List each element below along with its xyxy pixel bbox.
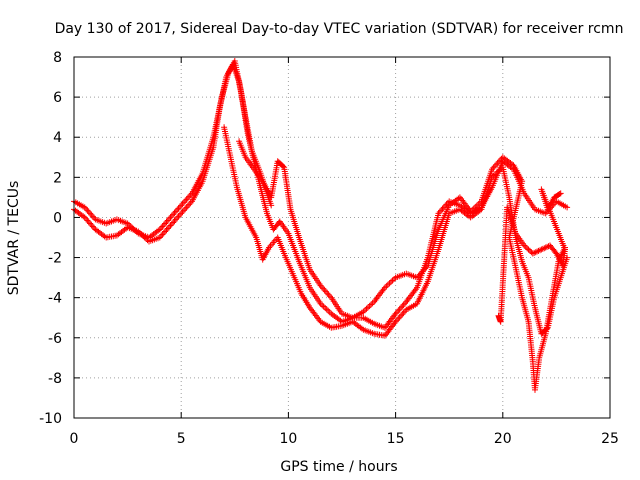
y-tick-label: -2: [48, 251, 62, 267]
y-tick-label: 8: [53, 50, 62, 66]
chart-title: Day 130 of 2017, Sidereal Day-to-day VTE…: [55, 21, 624, 37]
y-axis: -10 -8 -6 -4 -2 0 2 4 6 8: [39, 50, 610, 427]
data-point-marks: [71, 58, 571, 331]
data-marks: [71, 58, 571, 393]
x-tick-label: 10: [279, 431, 297, 447]
series-trace-e: [495, 186, 568, 325]
y-tick-label: -4: [48, 291, 62, 307]
series-trace-b: [71, 58, 571, 331]
y-tick-label: -10: [39, 411, 62, 427]
data-point-marks: [495, 186, 568, 325]
series-trace-d: [236, 138, 568, 393]
x-tick-label: 25: [601, 431, 619, 447]
x-tick-label: 15: [387, 431, 405, 447]
y-tick-label: 0: [53, 210, 62, 226]
grid-lines: [74, 57, 610, 418]
y-tick-label: -8: [48, 371, 62, 387]
data-point-marks: [236, 138, 568, 393]
x-tick-label: 20: [494, 431, 512, 447]
plot-frame: [73, 56, 611, 419]
x-axis-label: GPS time / hours: [280, 459, 397, 475]
x-tick-label: 5: [177, 431, 186, 447]
x-tick-label: 0: [70, 431, 79, 447]
x-axis: 0 5 10 15 20 25: [70, 57, 619, 447]
y-tick-label: 4: [53, 130, 62, 146]
y-tick-label: 6: [53, 90, 62, 106]
y-axis-label: SDTVAR / TECUs: [6, 181, 22, 296]
y-tick-label: 2: [53, 170, 62, 186]
y-tick-label: -6: [48, 331, 62, 347]
